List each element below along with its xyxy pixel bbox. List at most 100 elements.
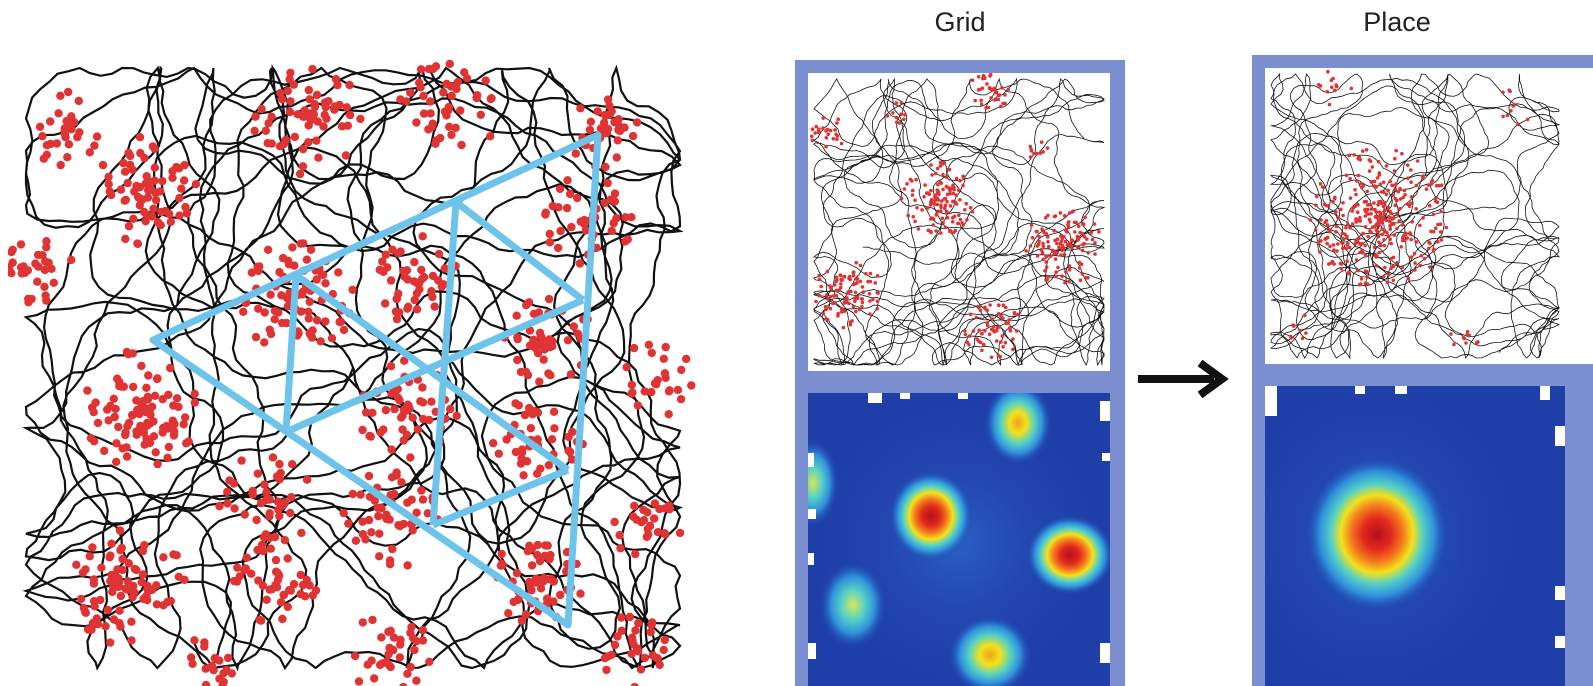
spike-dot: [108, 587, 117, 597]
spike-dot: [868, 299, 872, 303]
spike-dot: [382, 514, 391, 524]
spike-dot: [1327, 102, 1332, 107]
spike-dot: [1390, 216, 1395, 221]
spike-dot: [179, 176, 189, 185]
spike-dot: [965, 218, 969, 222]
spike-dot: [418, 636, 428, 645]
spike-dot: [628, 636, 637, 645]
spike-dot: [105, 553, 114, 562]
spike-dot: [128, 411, 137, 420]
spike-dot: [486, 132, 495, 141]
spike-dot: [423, 509, 432, 518]
spike-dot: [1434, 226, 1438, 230]
spike-dot: [547, 435, 557, 444]
spike-dot: [948, 228, 953, 233]
spike-dot: [943, 225, 948, 230]
spike-dot: [1062, 214, 1067, 218]
spike-dot: [1350, 209, 1354, 213]
spike-dot: [676, 395, 686, 404]
spike-dot: [177, 184, 186, 193]
spike-dot: [1391, 222, 1396, 226]
spike-dot: [87, 625, 96, 634]
spike-dot: [860, 300, 865, 305]
spike-dot: [936, 189, 940, 193]
spike-dot: [535, 556, 545, 566]
spike-dot: [839, 277, 843, 282]
spike-dot: [1501, 114, 1505, 119]
grid-trajectory-panel: [808, 73, 1110, 371]
spike-dot: [525, 326, 535, 335]
spike-dot: [1410, 220, 1414, 224]
spike-dot: [836, 314, 840, 318]
spike-dot: [948, 189, 952, 193]
spike-dot: [247, 268, 256, 277]
spike-dot: [418, 232, 427, 241]
spike-dot: [90, 141, 99, 150]
spike-dot: [425, 415, 434, 425]
spike-dot: [201, 664, 210, 673]
spike-dot: [950, 220, 955, 224]
spike-dot: [1345, 243, 1350, 247]
spike-dot: [839, 306, 844, 311]
spike-dot: [661, 530, 670, 539]
spike-dot: [826, 132, 830, 136]
spike-dot: [1360, 185, 1364, 190]
triangle-inner-line: [282, 274, 300, 433]
spike-dot: [940, 199, 944, 203]
spike-dot: [1367, 158, 1372, 162]
spike-dot: [549, 407, 559, 416]
spike-dot: [842, 309, 847, 314]
spike-dot: [1409, 180, 1413, 184]
spike-dot: [1012, 310, 1017, 315]
large-trajectory-plot: [8, 50, 698, 686]
spike-dot: [89, 575, 99, 584]
spike-dot: [98, 160, 108, 170]
spike-dot: [356, 490, 365, 499]
spike-dot: [533, 349, 543, 358]
spike-dot: [1347, 245, 1352, 250]
spike-dot: [285, 586, 294, 595]
spike-dot: [847, 274, 852, 279]
spike-dot: [1354, 192, 1358, 197]
spike-dot: [1509, 109, 1513, 113]
spike-dot: [278, 614, 287, 624]
spike-dot: [913, 198, 917, 202]
spike-dot: [962, 175, 966, 180]
spike-dot: [956, 221, 960, 226]
spike-dot: [1395, 261, 1399, 265]
spike-dot: [251, 112, 260, 121]
spike-dot: [1374, 185, 1379, 189]
spike-dot: [1339, 262, 1344, 266]
spike-dot: [1386, 272, 1391, 277]
spike-dot: [631, 549, 640, 559]
spike-dot: [905, 182, 909, 186]
spike-dot: [968, 206, 973, 210]
spike-dot: [1405, 236, 1410, 240]
spike-dot: [650, 514, 659, 523]
spike-dot: [911, 214, 916, 219]
spike-dot: [1409, 237, 1413, 242]
spike-dot: [255, 262, 264, 271]
spike-dot: [934, 212, 939, 217]
spike-dot: [275, 459, 284, 469]
spike-dot: [1377, 250, 1382, 255]
spike-dot: [375, 552, 384, 561]
spike-dot: [563, 176, 572, 185]
spike-dot: [1035, 244, 1040, 248]
spike-dot: [149, 432, 159, 441]
spike-dot: [1392, 233, 1397, 237]
spike-dot: [824, 136, 829, 140]
spike-dot: [383, 263, 392, 272]
spike-dot: [603, 178, 612, 188]
spike-dot: [1300, 336, 1305, 341]
spike-dot: [229, 479, 239, 488]
spike-dot: [1329, 78, 1334, 83]
spike-dot: [1063, 239, 1068, 244]
spike-dot: [452, 411, 461, 421]
spike-dot: [564, 446, 573, 455]
spike-dot: [994, 328, 999, 333]
spike-dot: [848, 322, 853, 327]
spike-dot: [240, 566, 249, 575]
spike-dot: [405, 404, 414, 413]
spike-dot: [75, 128, 84, 137]
